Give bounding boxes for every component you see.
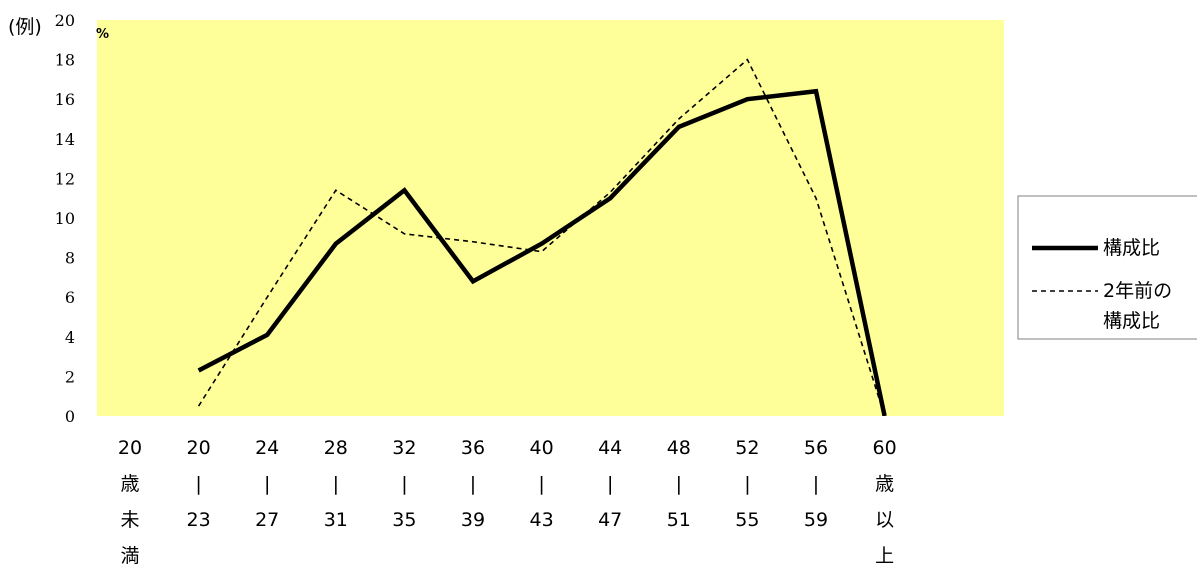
y-tick-label: 18 [55, 51, 75, 70]
series-line-solid [197, 88, 887, 416]
x-tick-label: | [813, 473, 819, 495]
y-tick-label: 10 [55, 209, 75, 228]
y-tick-label: 0 [65, 407, 75, 426]
y-tick-label: 2 [65, 367, 75, 386]
x-tick-label: | [676, 473, 682, 495]
x-tick-label: 以 [875, 509, 894, 531]
x-tick-label: 60 [873, 437, 897, 459]
x-tick-label: 36 [461, 437, 485, 459]
x-tick-label: | [607, 473, 613, 495]
y-tick-label: 8 [65, 249, 75, 268]
y-tick-label: 16 [55, 90, 75, 109]
y-axis-label: (例) [8, 16, 42, 38]
x-tick-label: 51 [667, 509, 691, 531]
x-tick-label: 24 [255, 437, 279, 459]
y-tick-label: 6 [65, 288, 75, 307]
x-tick-label: 48 [667, 437, 691, 459]
x-tick-label: | [470, 473, 476, 495]
x-tick-label: 56 [804, 437, 828, 459]
x-tick-label: 35 [392, 509, 416, 531]
x-tick-label: 31 [324, 509, 348, 531]
x-tick-label: 55 [735, 509, 759, 531]
x-tick-label: 47 [598, 509, 622, 531]
x-tick-label: 32 [392, 437, 416, 459]
legend-label: 2年前の [1103, 280, 1172, 302]
y-tick-label: 14 [55, 130, 75, 149]
x-tick-label: 40 [530, 437, 554, 459]
x-tick-label: 未 [120, 509, 139, 531]
x-tick-label: | [538, 473, 544, 495]
x-axis-ticks: 20歳未満20|2324|2728|3132|3536|3940|4344|47… [118, 437, 897, 567]
x-tick-label: 上 [875, 545, 894, 567]
x-tick-label: | [401, 473, 407, 495]
x-tick-label: 20 [118, 437, 142, 459]
x-tick-label: | [195, 473, 201, 495]
legend-label: 構成比 [1103, 237, 1160, 259]
legend-box [1017, 195, 1197, 340]
x-tick-label: 歳 [875, 473, 894, 495]
x-tick-label: 20 [187, 437, 211, 459]
x-tick-label: 43 [530, 509, 554, 531]
x-tick-label: 39 [461, 509, 485, 531]
series-lines [197, 58, 887, 416]
plot-area [97, 20, 1004, 416]
x-tick-label: | [264, 473, 270, 495]
x-tick-label: | [744, 473, 750, 495]
y-tick-label: 12 [55, 169, 75, 188]
y-tick-label: 4 [65, 328, 75, 347]
y-axis-unit: % [96, 27, 109, 42]
x-tick-label: 歳 [120, 473, 139, 495]
x-tick-label: 満 [120, 545, 139, 567]
x-tick-label: | [333, 473, 339, 495]
y-tick-label: 20 [55, 11, 75, 30]
legend-label: 構成比 [1103, 310, 1160, 332]
x-tick-label: 44 [598, 437, 622, 459]
x-tick-label: 28 [324, 437, 348, 459]
x-tick-label: 52 [735, 437, 759, 459]
x-tick-label: 59 [804, 509, 828, 531]
x-tick-label: 27 [255, 509, 279, 531]
x-tick-label: 23 [187, 509, 211, 531]
y-axis-ticks: 0 2 4 6 8 10 12 14 16 18 20 [55, 11, 75, 426]
